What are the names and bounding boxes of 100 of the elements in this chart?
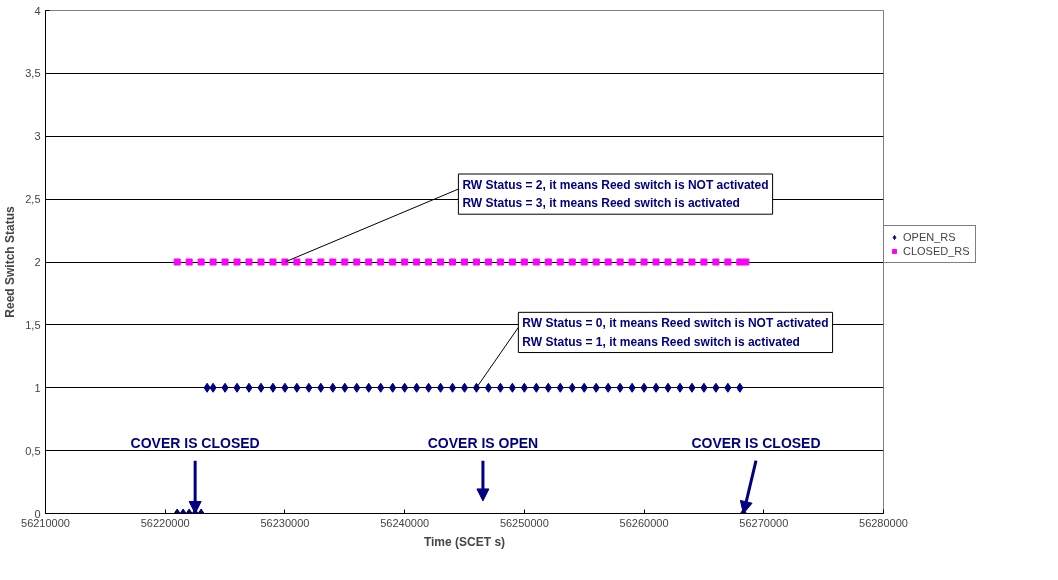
y-tick-label: 3,5: [25, 67, 41, 80]
point: [401, 382, 409, 393]
point: [616, 382, 624, 393]
point: [233, 382, 241, 393]
point: [556, 258, 564, 266]
y-tick-label: 2,5: [25, 193, 41, 206]
point: [688, 258, 696, 266]
point: [508, 258, 516, 266]
point: [305, 382, 313, 393]
legend-label: OPEN_RS: [903, 231, 956, 243]
point: [592, 382, 600, 393]
y-tick-label: 1,5: [25, 318, 41, 331]
point: [484, 382, 492, 393]
point: [628, 382, 636, 393]
point: [640, 258, 648, 266]
point: [472, 258, 480, 266]
point: [197, 258, 205, 266]
point: [353, 258, 361, 266]
point: [568, 382, 576, 393]
point: [712, 258, 720, 266]
point: [317, 258, 325, 266]
point: [281, 382, 289, 393]
point: [724, 258, 732, 266]
annotation: COVER IS CLOSED: [691, 434, 821, 451]
point: [532, 258, 540, 266]
point: [365, 258, 373, 266]
x-tick-label: 56220000: [140, 516, 190, 529]
point: [484, 258, 492, 266]
point: [389, 258, 397, 266]
point: [353, 382, 361, 393]
annotation: RW Status = 2, it means Reed switch is NOT activated RW Status = 3, it means Reed switch is activated: [462, 178, 769, 211]
x-tick-label: 56280000: [859, 516, 908, 529]
y-tick-label: 4: [34, 4, 41, 17]
point: [724, 382, 732, 393]
point: [520, 382, 528, 393]
point: [604, 258, 612, 266]
point: [520, 258, 528, 266]
x-tick-label: 56230000: [260, 516, 310, 529]
point: [329, 382, 337, 393]
point: [544, 258, 552, 266]
point: [221, 258, 229, 266]
y-tick-label: 2: [34, 256, 41, 268]
point: [305, 258, 313, 266]
point: [580, 258, 588, 266]
point: [688, 382, 696, 393]
y-tick-label: 1: [34, 381, 41, 394]
point: [413, 258, 421, 266]
annotation: COVER IS CLOSED: [130, 434, 260, 451]
point: [269, 258, 277, 266]
point: [664, 258, 672, 266]
point: [676, 258, 684, 266]
point: [257, 382, 265, 393]
point: [245, 382, 253, 393]
point: [568, 258, 576, 266]
point: [461, 258, 468, 266]
point: [437, 258, 445, 266]
point: [413, 382, 421, 393]
x-axis-title: Time (SCET s): [423, 534, 506, 549]
point: [389, 382, 397, 393]
point: [592, 258, 600, 266]
point: [736, 258, 744, 266]
point: [293, 382, 301, 393]
point: [640, 382, 648, 393]
point: [329, 258, 337, 266]
point: [604, 382, 612, 393]
point: [700, 258, 708, 266]
point: [365, 382, 373, 393]
point: [664, 382, 672, 393]
point: [185, 258, 193, 266]
point: [700, 382, 708, 393]
point: [532, 382, 540, 393]
point: [203, 382, 211, 393]
point: [580, 382, 588, 393]
point: [341, 382, 349, 393]
point: [712, 382, 720, 393]
point: [257, 258, 265, 266]
point: [269, 382, 277, 393]
point: [676, 382, 684, 393]
point: [377, 382, 385, 393]
point: [233, 258, 241, 266]
point: [449, 382, 457, 393]
point: [317, 382, 325, 393]
point: [544, 382, 552, 393]
point: [652, 258, 660, 266]
x-tick-label: 56250000: [499, 516, 549, 529]
point: [628, 258, 636, 266]
y-tick-label: 0,5: [25, 444, 41, 457]
x-tick-label: 56270000: [739, 516, 789, 529]
point: [221, 382, 229, 393]
annotation: COVER IS OPEN: [427, 434, 539, 451]
point: [449, 258, 457, 266]
legend-label: CLOSED_RS: [903, 245, 970, 257]
point: [556, 382, 564, 393]
point: [425, 382, 433, 393]
x-tick-label: 56240000: [380, 516, 430, 529]
point: [496, 258, 504, 266]
annotation: RW Status = 0, it means Reed switch is NOT activated RW Status = 1, it means Reed switch is activated: [522, 316, 829, 349]
point: [293, 258, 301, 266]
point: [401, 258, 409, 266]
point: [173, 258, 181, 266]
